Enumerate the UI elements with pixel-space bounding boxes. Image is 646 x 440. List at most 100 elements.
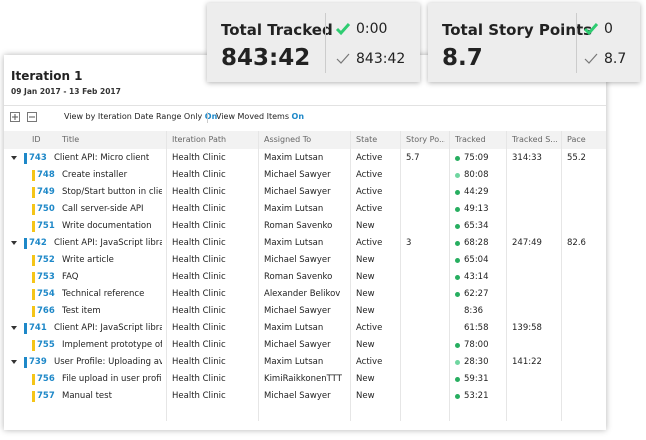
tracked: 61:58 [464,323,489,333]
path: Health Clinic [172,306,226,316]
tracked: 75:09 [464,153,489,163]
path: Health Clinic [172,374,226,384]
state: New [356,221,375,231]
expander[interactable] [11,360,17,364]
type-bar [24,357,27,368]
item-id[interactable]: 752 [37,255,55,265]
expander[interactable] [11,326,17,330]
assigned: Roman Savenko [264,221,333,231]
type-bar [32,255,35,266]
assigned: Michael Sawyer [264,170,331,180]
tracked-s: 141:22 [512,357,542,367]
item-id[interactable]: 755 [37,340,55,350]
column-divider [506,131,507,421]
iteration-panel: Iteration 1 09 Jan 2017 - 13 Feb 2017 Vi… [4,55,606,430]
tracked: 59:31 [464,374,489,384]
moved-items-toggle[interactable]: View Moved Items On [216,112,304,121]
check-icon [335,23,351,36]
item-id[interactable]: 750 [37,204,55,214]
status-dot [455,224,460,229]
expander[interactable] [11,241,17,245]
item-title: User Profile: Uploading avat [54,357,162,367]
status-dot [455,275,460,280]
item-id[interactable]: 741 [29,323,47,333]
state: New [356,340,375,350]
iteration-dates: 09 Jan 2017 - 13 Feb 2017 [11,87,121,96]
item-id[interactable]: 743 [29,153,47,163]
item-title: Write documentation [62,221,152,231]
check-outline-icon [584,53,598,64]
item-id[interactable]: 742 [29,238,47,248]
item-title: Manual test [62,391,112,401]
path: Health Clinic [172,187,226,197]
column-header[interactable]: Pace [567,135,586,144]
column-header[interactable]: State [356,135,378,144]
card-total: 843:42 [221,45,311,71]
type-bar [24,153,27,164]
item-id[interactable]: 751 [37,221,55,231]
item-id[interactable]: 756 [37,374,55,384]
column-header[interactable]: ID [32,135,41,144]
tracked: 8:36 [464,306,484,316]
item-title: Write article [62,255,114,265]
item-id[interactable]: 757 [37,391,55,401]
state: Active [356,187,383,197]
path: Health Clinic [172,255,226,265]
column-header[interactable]: Assigned To [264,135,312,144]
tracked-s: 314:33 [512,153,542,163]
card-tracked-value: 8.7 [604,51,627,67]
divider [207,112,208,123]
column-header[interactable]: Tracked S... [512,135,557,144]
column-header[interactable]: Story Po... [406,135,445,144]
assigned: Michael Sawyer [264,306,331,316]
state: New [356,272,375,282]
toggle-state: On [291,112,305,121]
item-id[interactable]: 748 [37,170,55,180]
item-title: File upload in user profile [62,374,162,384]
path: Health Clinic [172,238,226,248]
assigned: Michael Sawyer [264,391,331,401]
check-icon [583,23,599,36]
type-bar [32,374,35,385]
status-dot [455,377,460,382]
expand-collapse[interactable] [10,112,40,124]
assigned: Michael Sawyer [264,340,331,350]
column-divider [350,131,351,421]
item-id[interactable]: 754 [37,289,55,299]
item-title: Call server-side API [62,204,144,214]
separator [4,105,606,106]
status-dot [455,207,460,212]
status-dot [455,360,460,365]
tracked: 78:00 [464,340,489,350]
column-header[interactable]: Tracked [455,135,486,144]
type-bar [32,187,35,198]
tracked: 53:21 [464,391,489,401]
item-id[interactable]: 739 [29,357,47,367]
item-id[interactable]: 753 [37,272,55,282]
state: Active [356,204,383,214]
status-dot [455,394,460,399]
column-header[interactable]: Title [62,135,80,144]
assigned: Maxim Lutsan [264,238,324,248]
assigned: Maxim Lutsan [264,357,324,367]
item-title: Client API: JavaScript library ... [54,238,162,248]
pace: 82.6 [567,238,586,248]
state: New [356,374,375,384]
toggle-state: On [204,112,218,121]
assigned: Roman Savenko [264,272,333,282]
item-id[interactable]: 766 [37,306,55,316]
item-title: FAQ [62,272,79,282]
status-dot [455,190,460,195]
path: Health Clinic [172,170,226,180]
status-dot [455,343,460,348]
iteration-title: Iteration 1 [11,69,83,83]
state: New [356,255,375,265]
path: Health Clinic [172,221,226,231]
card-total: 8.7 [442,45,483,71]
date-range-toggle[interactable]: View by Iteration Date Range Only On [64,112,217,121]
item-id[interactable]: 749 [37,187,55,197]
expander[interactable] [11,156,17,160]
column-header[interactable]: Iteration Path [172,135,227,144]
card-tracked: Total Tracked 843:42 0:00 843:42 [207,3,420,82]
item-title: Create installer [62,170,128,180]
